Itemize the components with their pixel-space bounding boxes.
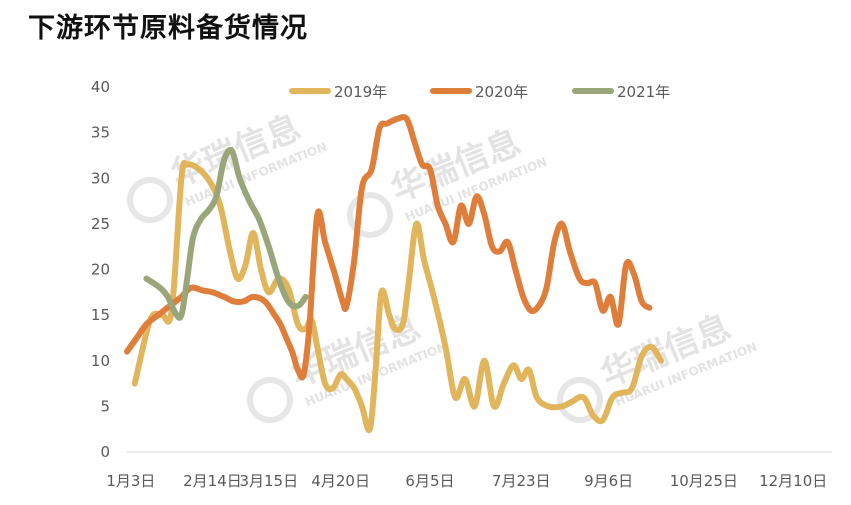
y-tick-label: 0 [100, 443, 110, 461]
x-tick-label: 1月3日 [106, 472, 155, 490]
x-tick-label: 4月20日 [311, 472, 370, 490]
legend-label: 2020年 [475, 83, 528, 101]
watermark-logo-icon [347, 192, 393, 238]
y-tick-label: 5 [100, 397, 110, 415]
x-tick-label: 7月23日 [492, 472, 551, 490]
series-line-2 [124, 114, 653, 381]
y-tick-label: 35 [91, 124, 110, 142]
legend-label: 2019年 [334, 83, 387, 101]
chart-title: 下游环节原料备货情况 [28, 13, 308, 44]
y-tick-label: 25 [91, 215, 110, 233]
y-tick-label: 20 [91, 261, 110, 279]
legend: 2019年 2020年 2021年 [289, 83, 670, 101]
series-line-3 [143, 146, 309, 321]
x-tick-label: 9月6日 [584, 472, 633, 490]
watermark-logo-icon [127, 177, 173, 223]
legend-item-3: 2021年 [572, 83, 670, 101]
y-tick-label: 40 [91, 78, 110, 96]
x-tick-label: 10月25日 [670, 472, 738, 490]
y-tick-label: 30 [91, 169, 110, 187]
series-line-1 [131, 159, 665, 434]
y-tick-label: 15 [91, 306, 110, 324]
x-tick-label: 3月15日 [239, 472, 298, 490]
y-tick-label: 10 [91, 352, 110, 370]
legend-item-2: 2020年 [430, 83, 528, 101]
legend-item-1: 2019年 [289, 83, 387, 101]
x-tick-label: 6月5日 [405, 472, 454, 490]
watermark-logo-icon [247, 377, 293, 423]
x-tick-label: 12月10日 [759, 472, 827, 490]
y-tick-labels: 0 5 10 15 20 25 30 35 40 [91, 78, 110, 461]
legend-label: 2021年 [617, 83, 670, 101]
x-tick-label: 2月14日 [183, 472, 242, 490]
series-lines [124, 114, 665, 434]
